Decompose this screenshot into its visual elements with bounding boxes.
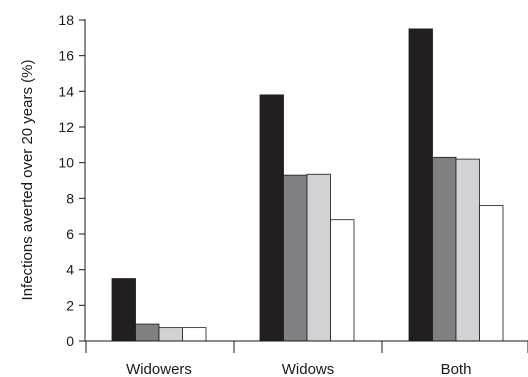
x-tick-label-widows: Widows (282, 361, 335, 377)
bar-widows-series-3 (306, 173, 331, 342)
bar-both-series-4 (479, 205, 504, 342)
y-tick-label: 18 (58, 12, 74, 28)
y-tick-label: 10 (58, 155, 74, 171)
y-tick-label: 12 (58, 119, 74, 135)
bar-widows-series-4 (330, 219, 355, 342)
y-axis: 0 2 4 6 8 10 12 14 16 18 (58, 12, 86, 349)
y-tick-label: 0 (66, 333, 74, 349)
y-tick-label: 14 (58, 83, 74, 99)
y-tick-label: 6 (66, 226, 74, 242)
y-axis-label: Infections averted over 20 years (%) (19, 60, 36, 301)
x-axis: Widowers Widows Both (85, 340, 528, 377)
bars-group (111, 28, 504, 342)
bar-widowers-series-3 (158, 327, 183, 342)
x-tick-label-widowers: Widowers (126, 361, 192, 377)
bar-widowers-series-2 (135, 323, 160, 342)
bar-widowers-series-1 (111, 278, 136, 342)
bar-both-series-3 (455, 158, 480, 342)
bar-both-series-2 (432, 156, 457, 342)
y-tick-label: 8 (66, 190, 74, 206)
y-tick-label: 4 (66, 262, 74, 278)
bar-both-series-1 (408, 28, 433, 342)
y-tick-label: 2 (66, 297, 74, 313)
x-tick-label-both: Both (441, 361, 472, 377)
bar-widowers-series-4 (182, 327, 207, 342)
y-tick-label: 16 (58, 48, 74, 64)
bar-widows-series-1 (259, 94, 284, 342)
bar-widows-series-2 (283, 174, 308, 342)
